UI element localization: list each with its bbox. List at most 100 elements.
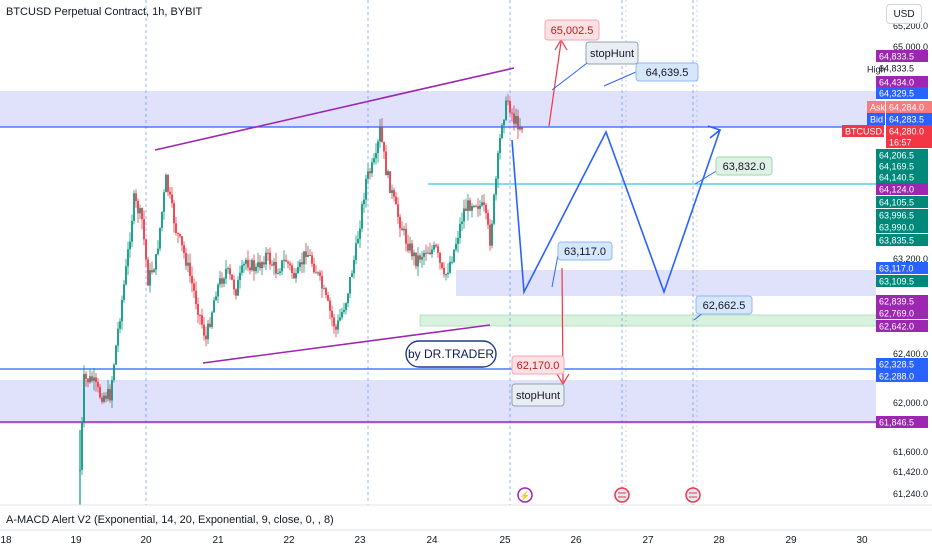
candle-body — [395, 196, 397, 205]
candle-body — [353, 259, 355, 274]
candle-body — [125, 266, 127, 285]
currency-button[interactable]: USD — [886, 4, 922, 24]
price-label-bg — [876, 50, 928, 62]
candle-body — [511, 112, 513, 114]
candle-body — [489, 224, 491, 246]
candle-body — [505, 100, 507, 120]
projection-path — [511, 129, 721, 295]
candle-body — [483, 202, 485, 205]
indicator-label[interactable]: A-MACD Alert V2 (Exponential, 14, 20, Ex… — [6, 514, 334, 526]
price-axis-label: 64,105.5 — [879, 198, 914, 208]
price-axis-label: 63,109.5 — [879, 277, 914, 287]
price-axis-label: 64,833.5 — [879, 52, 914, 62]
candle-body — [127, 249, 129, 267]
candle-body — [427, 252, 429, 254]
us-flag-event-icon — [614, 487, 630, 503]
candle-body — [223, 278, 225, 284]
callout-connector — [603, 71, 637, 87]
candle-body — [429, 252, 431, 255]
candle-body — [265, 252, 267, 265]
candle-body — [227, 268, 229, 270]
candle-body — [203, 324, 205, 336]
candle-body — [475, 205, 477, 207]
candle-body — [297, 267, 299, 274]
candle-body — [197, 304, 199, 315]
candle-body — [441, 262, 443, 268]
candle-body — [309, 254, 311, 256]
candle-body — [313, 263, 315, 273]
candle-body — [503, 119, 505, 126]
label-stophunt-top[interactable]: stopHunt — [590, 48, 634, 60]
price-label-bg — [876, 370, 928, 382]
candle-body — [169, 191, 171, 195]
candle-body — [279, 271, 281, 274]
candle-body — [449, 262, 451, 273]
candle-body — [337, 320, 339, 330]
price-label-bg — [876, 209, 928, 221]
author-badge-box — [405, 340, 497, 368]
candle-body — [407, 243, 409, 251]
candle-body — [181, 236, 183, 246]
candle-body — [445, 274, 447, 276]
candle-body — [215, 296, 217, 301]
price-axis-label: 62,642.0 — [879, 322, 914, 332]
candle-body — [467, 200, 469, 211]
resistance-zone — [0, 91, 876, 127]
us-flag-event-icon — [685, 487, 701, 503]
candle-body — [397, 204, 399, 217]
label-63117[interactable]: 63,117.0 — [564, 246, 606, 258]
candle-body — [87, 378, 89, 383]
price-axis-label: 64,283.5 — [889, 115, 924, 125]
candle-body — [325, 288, 327, 296]
candle-body — [383, 141, 385, 152]
author-badge[interactable]: by DR.TRADER — [408, 347, 494, 361]
label-stophunt-bottom[interactable]: stopHunt — [516, 390, 560, 402]
candle-body — [459, 223, 461, 239]
candle-body — [521, 127, 523, 130]
candle-body — [115, 345, 117, 365]
candle-body — [477, 206, 479, 209]
candle-body — [301, 262, 303, 265]
candle-body — [187, 262, 189, 266]
price-axis-label: 64,280.0 — [889, 127, 924, 137]
price-axis-label: 62,328.5 — [879, 360, 914, 370]
candle-body — [101, 397, 103, 402]
candle-body — [151, 270, 153, 273]
candle-body — [139, 208, 141, 214]
price-axis-label: Bid — [870, 115, 883, 125]
candle-body — [121, 299, 123, 322]
candle-body — [419, 255, 421, 260]
candle-body — [399, 216, 401, 229]
x-tick-label: 25 — [499, 535, 511, 546]
candle-body — [455, 243, 457, 250]
price-label-bg — [876, 320, 928, 332]
candle-body — [123, 284, 125, 300]
candle-body — [357, 238, 359, 244]
price-axis-label: High — [867, 65, 886, 75]
label-64639[interactable]: 64,639.5 — [646, 67, 689, 79]
candle-body — [171, 194, 173, 204]
candle-body — [167, 174, 169, 192]
candle-body — [273, 261, 275, 266]
price-axis-label: Ask — [870, 103, 886, 113]
label-63832[interactable]: 63,832.0 — [723, 161, 766, 173]
candle-body — [341, 311, 343, 318]
candle-body — [283, 259, 285, 261]
candle-body — [211, 312, 213, 327]
label-63832-box — [715, 156, 773, 176]
candle-body — [333, 317, 335, 327]
candle-body — [339, 317, 341, 321]
candle-body — [517, 116, 519, 130]
price-label-bg — [867, 113, 885, 125]
label-65002[interactable]: 65,002.5 — [551, 25, 594, 37]
label-62662[interactable]: 62,662.5 — [703, 300, 746, 312]
label-65002-box — [544, 19, 600, 41]
candle-body — [185, 253, 187, 266]
label-62170[interactable]: 62,170.0 — [517, 360, 560, 372]
candle-body — [263, 262, 265, 265]
candle-body — [209, 323, 211, 327]
candle-body — [141, 208, 143, 220]
candle-body — [229, 268, 231, 275]
